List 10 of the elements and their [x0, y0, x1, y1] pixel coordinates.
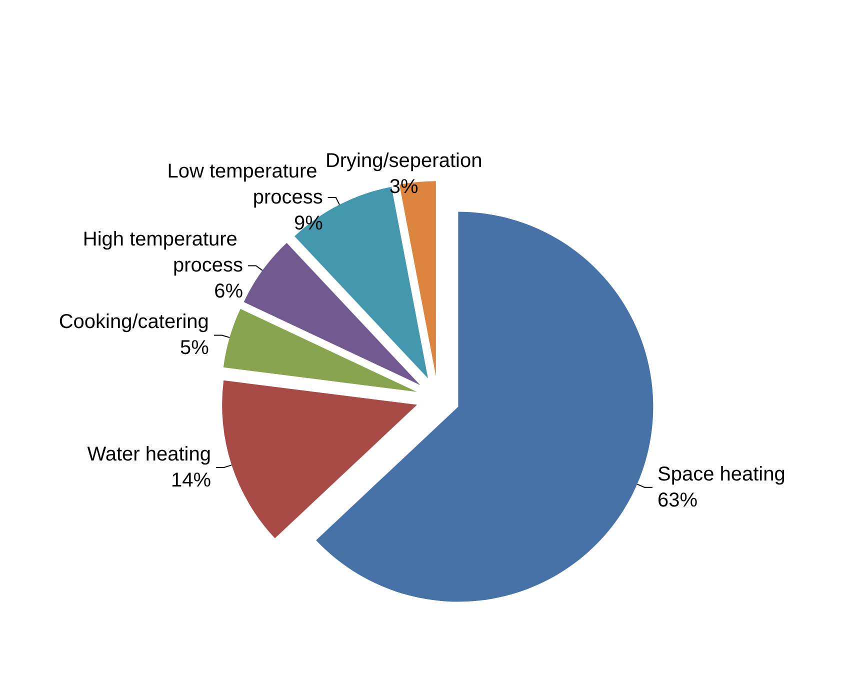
data-label: 5% — [180, 337, 210, 360]
data-label: 63% — [657, 489, 698, 512]
slice-label: High temperature process — [82, 228, 243, 277]
slice-label: Cooking/catering — [58, 311, 209, 334]
slice-label: Low temperature process — [167, 160, 323, 209]
slice-label: Water heating — [87, 444, 212, 466]
slice-label: Space heating — [657, 463, 786, 486]
data-label: 14% — [170, 470, 212, 492]
slice-label: Drying/seperation — [325, 150, 482, 172]
data-label: 6% — [214, 280, 244, 303]
